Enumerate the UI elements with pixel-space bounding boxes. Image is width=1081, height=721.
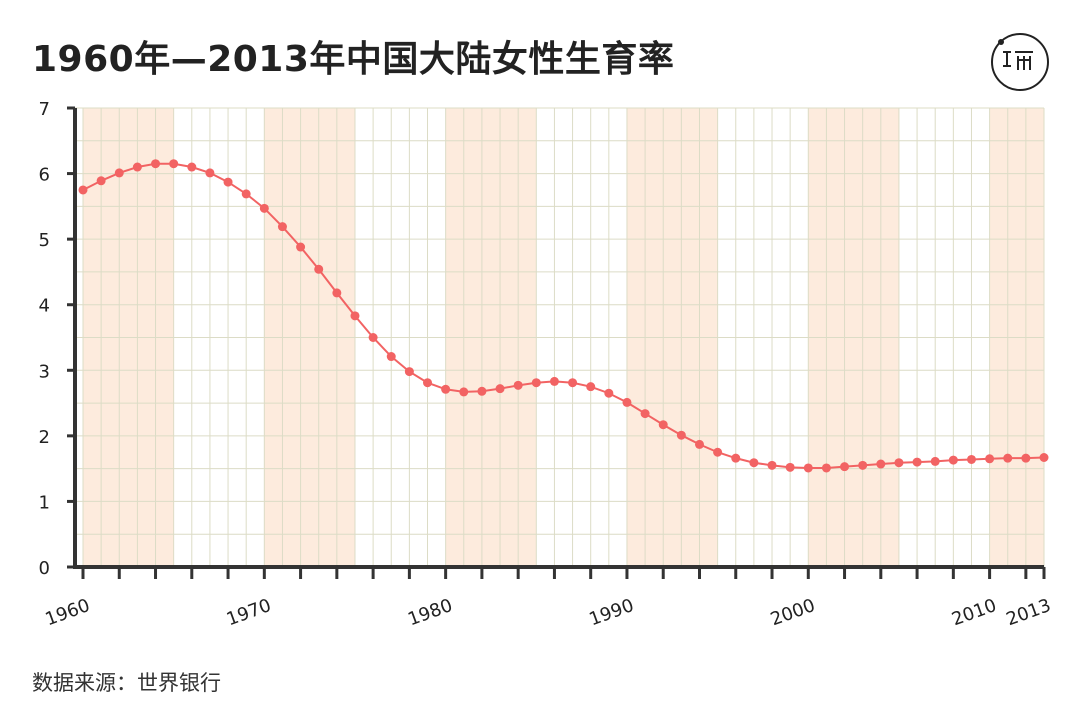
y-tick-label: 5 [39,230,50,251]
data-point [1003,453,1013,463]
data-point [368,333,378,342]
data-point [876,459,886,469]
data-point [966,454,976,464]
data-point [694,439,704,449]
publisher-logo [991,33,1049,91]
chart-title: 1960年—2013年中国大陆女性生育率 [32,39,675,80]
data-point [713,447,723,457]
data-point [169,159,179,169]
data-point [948,455,958,465]
data-point [350,311,360,321]
data-point [1021,453,1031,463]
x-tick-label: 1980 [405,595,455,630]
y-tick-label: 0 [39,558,50,579]
y-tick-label: 2 [39,427,50,448]
data-point [785,462,795,472]
x-tick-label: 2000 [768,595,818,630]
data-point [386,352,396,362]
y-tick-label: 4 [39,296,50,317]
data-point [858,460,868,470]
data-point [985,454,995,464]
data-point [151,159,161,169]
data-point [803,463,813,473]
data-point [658,420,668,430]
data-point [423,378,433,388]
data-point [259,203,269,213]
y-tick-label: 7 [39,99,50,120]
data-point [459,387,469,397]
data-point [187,162,197,172]
data-point [767,460,777,470]
data-point [404,367,414,377]
data-point [495,384,505,394]
data-point [640,409,650,419]
data-point [314,264,324,274]
data-point [549,376,559,386]
data-point [586,382,596,392]
data-point [132,162,142,172]
y-tick-label: 1 [39,492,50,513]
data-point [749,458,759,468]
series-line-0 [82,162,1045,469]
x-tick-label: 1960 [42,595,92,630]
data-point [568,378,578,388]
data-point [223,177,233,187]
data-point [1039,452,1049,462]
data-point [296,242,306,252]
data-point [477,386,487,396]
data-source: 数据来源：世界银行 [32,671,221,695]
data-point [840,462,850,472]
data-point [441,384,451,394]
x-tick-label: 1970 [224,595,274,630]
data-point [277,222,287,232]
data-point [96,176,106,186]
data-point [912,457,922,467]
data-point [930,456,940,466]
x-tick-label: 1990 [586,595,636,630]
x-tick-label: 2010 [949,595,999,630]
data-point [513,380,523,390]
y-tick-label: 3 [39,361,50,382]
y-tick-label: 6 [39,165,50,186]
data-point [78,185,88,195]
data-point [531,378,541,388]
data-point [604,388,614,398]
data-point [332,288,342,298]
data-point [676,430,686,440]
data-point [114,168,124,178]
data-point [241,189,251,199]
data-point [622,397,632,407]
data-point [731,453,741,463]
data-point [894,458,904,468]
data-point [205,168,215,178]
x-tick-label: 2013 [1003,595,1053,630]
data-point [821,463,831,473]
